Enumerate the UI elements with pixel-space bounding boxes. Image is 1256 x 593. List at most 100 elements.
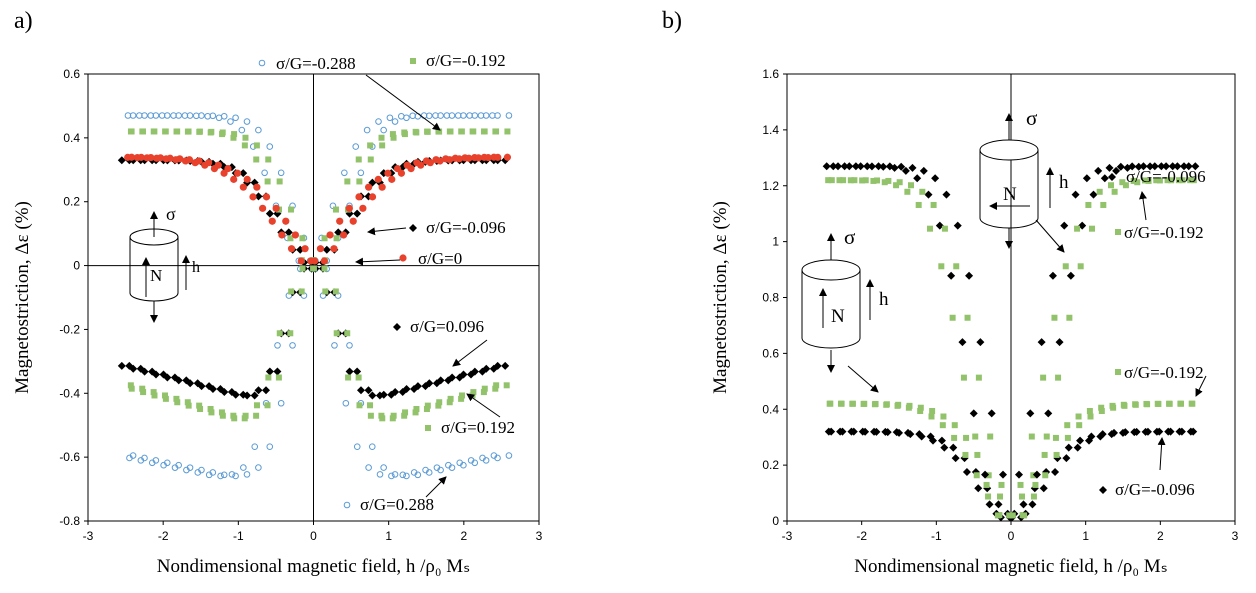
- annotation-arrow: [1139, 191, 1147, 221]
- data-point-neg-0288: [363, 126, 371, 134]
- annotation-arrow: [425, 476, 447, 498]
- data-point-zero: [320, 257, 328, 265]
- data-point-neg-0288: [266, 143, 274, 150]
- x-tick-label: 3: [536, 529, 543, 543]
- data-point-zero: [287, 245, 296, 253]
- x-axis-title: Nondimensional magnetic field, h /ρ₀ Mₛ: [854, 556, 1167, 577]
- data-point-neg-0288: [357, 169, 365, 177]
- data-point-trans-0096: [1180, 162, 1189, 171]
- data-point-pos-0288: [460, 461, 467, 469]
- data-point-long-0192: [1166, 400, 1173, 407]
- data-point-trans-0192: [1077, 263, 1084, 270]
- data-point-trans-0096: [1123, 163, 1132, 172]
- data-point-pos-0192: [436, 399, 443, 406]
- data-point-zero: [311, 257, 319, 265]
- x-tick-label: -3: [782, 529, 793, 543]
- data-point-trans-0192: [998, 481, 1005, 488]
- legend-marker-pos-0288: [343, 501, 351, 509]
- data-point-pos-0192: [447, 395, 454, 402]
- data-point-long-0192: [1042, 472, 1049, 479]
- data-point-trans-0096: [1162, 162, 1171, 171]
- data-point-trans-0192: [862, 177, 869, 184]
- data-point-pos-0288: [243, 471, 251, 478]
- data-point-pos-0192: [174, 399, 181, 406]
- data-point-long-0096: [1039, 484, 1048, 493]
- data-point-long-0096: [1186, 427, 1195, 436]
- data-point-trans-0096: [1100, 174, 1109, 183]
- data-point-neg-0288: [403, 114, 410, 122]
- annotation-arrow: [1157, 437, 1166, 471]
- data-point-trans-0192: [1062, 263, 1069, 270]
- data-point-long-0192: [951, 434, 958, 441]
- data-point-pos-0192: [128, 385, 135, 392]
- data-point-pos-0192: [492, 385, 499, 392]
- data-point-pos-0288: [175, 461, 182, 469]
- data-point-long-0096: [836, 427, 845, 436]
- data-point-pos-0192: [185, 402, 192, 409]
- data-point-trans-0192: [1141, 177, 1148, 184]
- data-point-pos-0192: [151, 392, 158, 399]
- data-point-zero: [272, 204, 280, 212]
- data-point-neg-0192: [367, 156, 374, 163]
- data-point-long-0096: [926, 432, 935, 441]
- data-point-pos-0192: [140, 389, 147, 396]
- data-point-pos-0192: [299, 265, 306, 272]
- data-point-zero: [243, 175, 251, 183]
- data-point-trans-0192: [1006, 512, 1013, 519]
- data-point-long-0096: [892, 428, 901, 437]
- data-point-pos-0192: [378, 412, 385, 419]
- data-point-neg-0192: [242, 134, 249, 141]
- data-point-long-0192: [1076, 422, 1083, 429]
- data-point-neg-0288: [471, 112, 479, 119]
- data-point-trans-0192: [1190, 177, 1197, 184]
- data-point-long-0096: [1107, 430, 1116, 439]
- data-point-trans-0096: [935, 221, 944, 230]
- data-point-neg-0096: [239, 169, 248, 178]
- y-tick-label: 0.6: [63, 67, 80, 81]
- data-point-pos-0096: [239, 390, 248, 399]
- data-point-long-0192: [1030, 472, 1037, 479]
- data-point-pos-0288: [251, 443, 259, 450]
- y-tick-label: 1.2: [762, 179, 779, 193]
- data-point-neg-0192: [447, 128, 454, 135]
- y-tick-label: -0.6: [59, 450, 80, 464]
- data-point-long-0096: [1064, 443, 1073, 452]
- data-point-neg-0096: [265, 209, 274, 218]
- x-tick-label: -3: [83, 529, 94, 543]
- data-point-trans-0192: [1153, 177, 1160, 184]
- cylinder-top: [801, 259, 861, 281]
- data-point-long-0192: [849, 400, 856, 407]
- data-point-trans-0096: [1044, 409, 1053, 418]
- data-point-zero: [494, 153, 502, 161]
- panel-b: b) -3 -2 -1 0 1 2 3 0 0.2 0.4 0.6 0.8 1 1.2 1.4 1.6 Nondi…: [662, 8, 1239, 577]
- data-point-zero: [278, 231, 286, 239]
- magnetization-label: N: [150, 266, 162, 285]
- data-point-long-0096: [962, 468, 971, 477]
- data-point-trans-0192: [1108, 182, 1115, 189]
- data-point-neg-0192: [139, 128, 146, 135]
- field-label: h: [1059, 172, 1069, 193]
- data-point-neg-0192: [504, 128, 511, 135]
- data-point-long-0192: [1098, 408, 1105, 415]
- data-point-long-0096: [1028, 500, 1037, 509]
- data-point-pos-0192: [446, 399, 453, 406]
- data-point-trans-0096: [840, 162, 849, 171]
- data-point-neg-0192: [174, 128, 181, 135]
- data-point-long-0192: [917, 408, 924, 415]
- data-point-trans-0096: [829, 162, 838, 171]
- y-tick-label: 0.4: [762, 402, 779, 416]
- data-point-zero: [340, 231, 348, 239]
- data-point-pos-0192: [401, 412, 408, 419]
- annotation-arrow: [452, 339, 488, 367]
- data-point-neg-0192: [367, 142, 374, 149]
- data-point-long-0096: [1062, 454, 1071, 463]
- data-point-long-0096: [1073, 443, 1082, 452]
- data-point-trans-0096: [1150, 162, 1159, 171]
- data-point-pos-0192: [310, 265, 317, 272]
- data-point-long-0096: [1152, 427, 1161, 436]
- data-point-pos-0192: [458, 392, 465, 399]
- data-point-trans-0192: [994, 512, 1001, 519]
- data-point-trans-0192: [1122, 182, 1129, 189]
- data-point-neg-0288: [425, 112, 433, 120]
- data-point-pos-0192: [298, 288, 305, 295]
